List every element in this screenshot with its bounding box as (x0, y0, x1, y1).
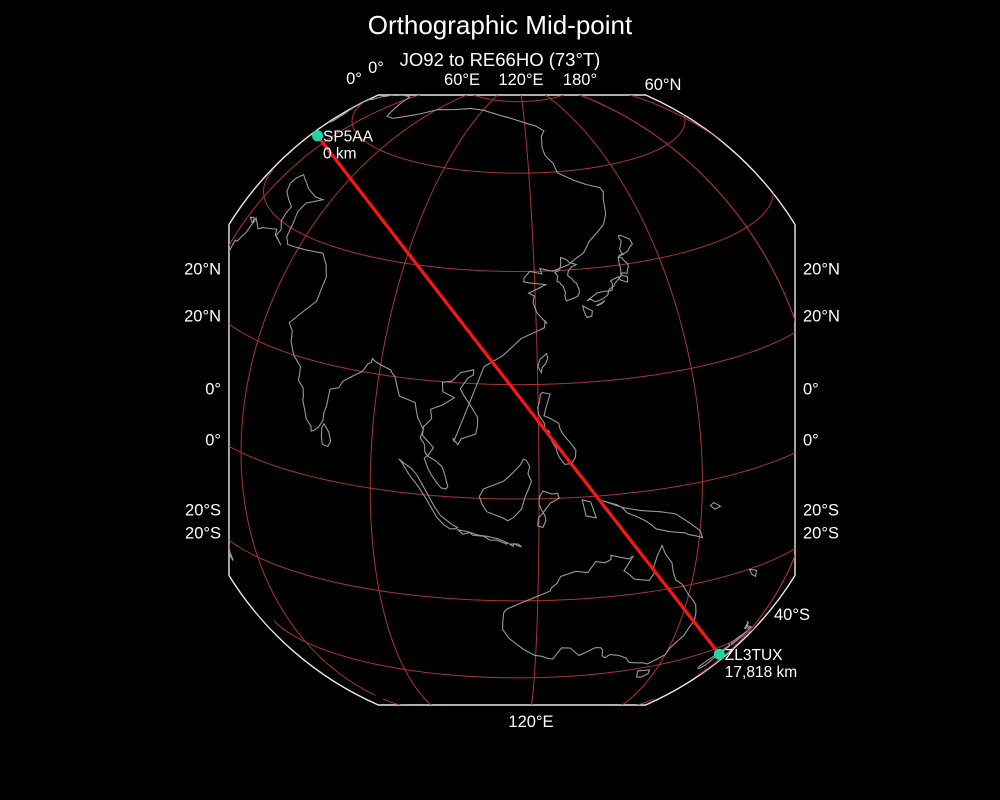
svg-text:JO92 to RE66HO (73°T): JO92 to RE66HO (73°T) (400, 49, 601, 70)
svg-text:60°N: 60°N (645, 76, 682, 94)
svg-text:20°N: 20°N (184, 307, 221, 325)
svg-text:60°E: 60°E (444, 71, 480, 89)
svg-text:20°S: 20°S (185, 501, 221, 519)
svg-text:0°: 0° (368, 59, 384, 77)
svg-text:180°: 180° (563, 71, 597, 89)
svg-text:Orthographic Mid-point: Orthographic Mid-point (368, 10, 633, 40)
svg-text:0°: 0° (803, 432, 819, 450)
svg-text:20°S: 20°S (185, 525, 221, 543)
svg-text:20°N: 20°N (803, 307, 840, 325)
svg-text:20°S: 20°S (803, 525, 839, 543)
svg-text:0 km: 0 km (323, 146, 357, 163)
svg-text:0°: 0° (346, 70, 362, 88)
svg-text:SP5AA: SP5AA (323, 129, 374, 146)
svg-text:120°E: 120°E (498, 71, 543, 89)
svg-text:0°: 0° (205, 381, 221, 399)
svg-text:120°E: 120°E (508, 713, 553, 731)
svg-text:0°: 0° (205, 432, 221, 450)
svg-text:20°N: 20°N (803, 261, 840, 279)
svg-text:20°N: 20°N (184, 261, 221, 279)
svg-text:17,818 km: 17,818 km (725, 664, 797, 681)
svg-text:0°: 0° (803, 381, 819, 399)
svg-text:40°S: 40°S (774, 606, 810, 624)
svg-text:ZL3TUX: ZL3TUX (725, 647, 783, 664)
svg-text:20°S: 20°S (803, 501, 839, 519)
